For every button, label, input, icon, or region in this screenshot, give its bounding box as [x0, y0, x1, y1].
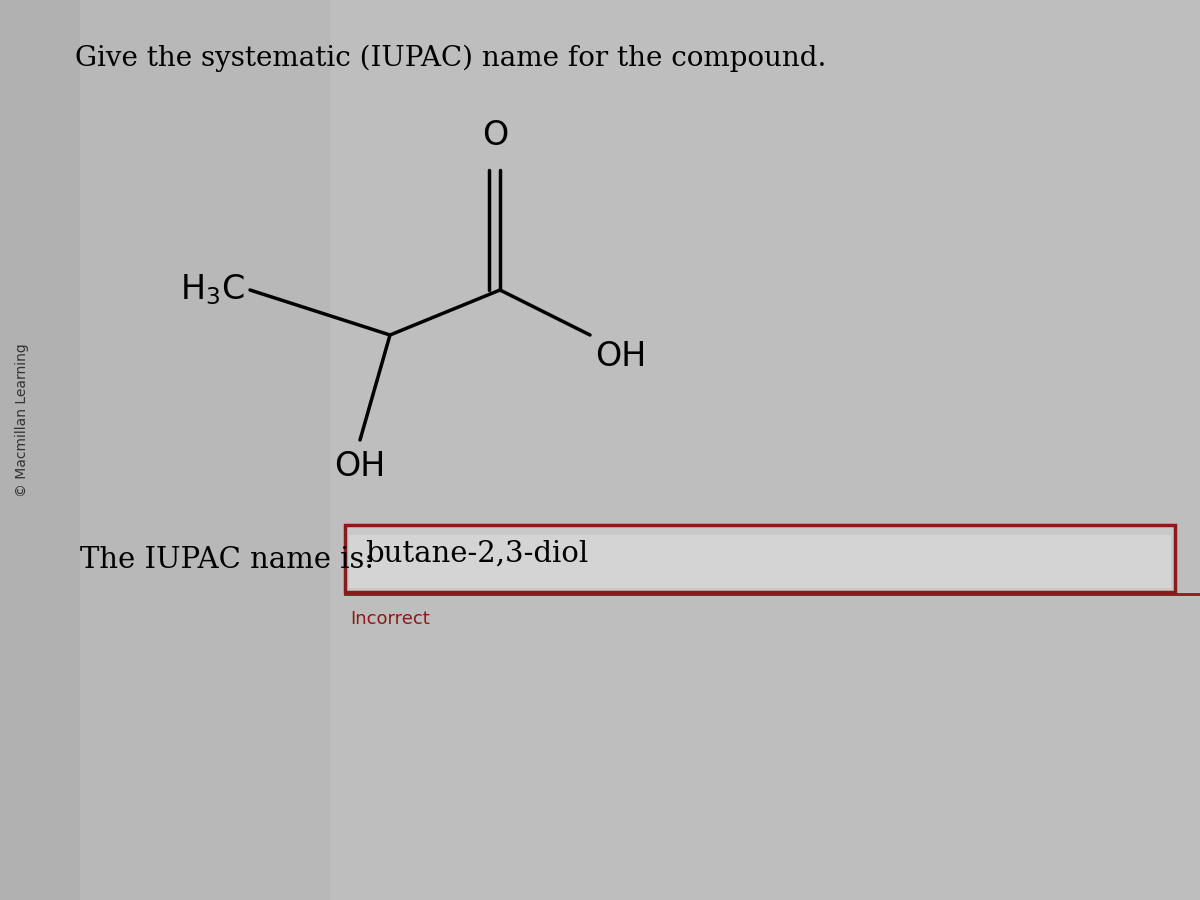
Text: butane-2,3-diol: butane-2,3-diol [365, 539, 588, 568]
Text: O: O [482, 119, 508, 152]
Text: Incorrect: Incorrect [350, 610, 430, 628]
Bar [330, 0, 1200, 900]
Text: OH: OH [595, 340, 647, 373]
Text: The IUPAC name is:: The IUPAC name is: [80, 546, 374, 574]
Text: Give the systematic (IUPAC) name for the compound.: Give the systematic (IUPAC) name for the… [74, 45, 827, 72]
Text: © Macmillan Learning: © Macmillan Learning [14, 343, 29, 497]
Bar [346, 525, 1175, 592]
Text: OH: OH [335, 450, 385, 483]
Polygon shape [0, 0, 80, 900]
Text: $\mathsf{H_3C}$: $\mathsf{H_3C}$ [180, 273, 245, 308]
Bar [349, 535, 1171, 588]
